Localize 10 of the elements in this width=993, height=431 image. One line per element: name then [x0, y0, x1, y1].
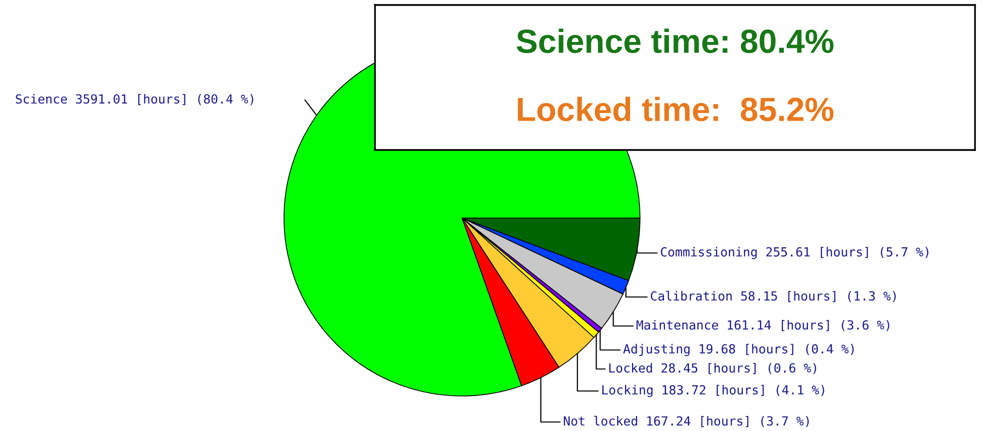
slice-label: Adjusting 19.68 [hours] (0.4 %): [623, 344, 854, 356]
text: Science time: 80.4%: [516, 28, 834, 54]
slice-label: Not locked 167.24 [hours] (3.7 %): [564, 416, 809, 428]
slice-label: Maintenance 161.14 [hours] (3.6 %): [636, 320, 890, 332]
slice-label: Commissioning 255.61 [hours] (5.7 %): [660, 246, 928, 260]
slice-label: Locked 28.45 [hours] (0.6 %): [609, 362, 816, 374]
text: Locked time: 85.2%: [518, 96, 834, 122]
slice-label: Science 3591.01 [hours] (80.4 %): [16, 94, 254, 106]
slice-label: Calibration 58.15 [hours] (1.3 %): [650, 290, 896, 302]
slice-label: Locking 183.72 [hours] (4.1 %): [602, 384, 824, 398]
